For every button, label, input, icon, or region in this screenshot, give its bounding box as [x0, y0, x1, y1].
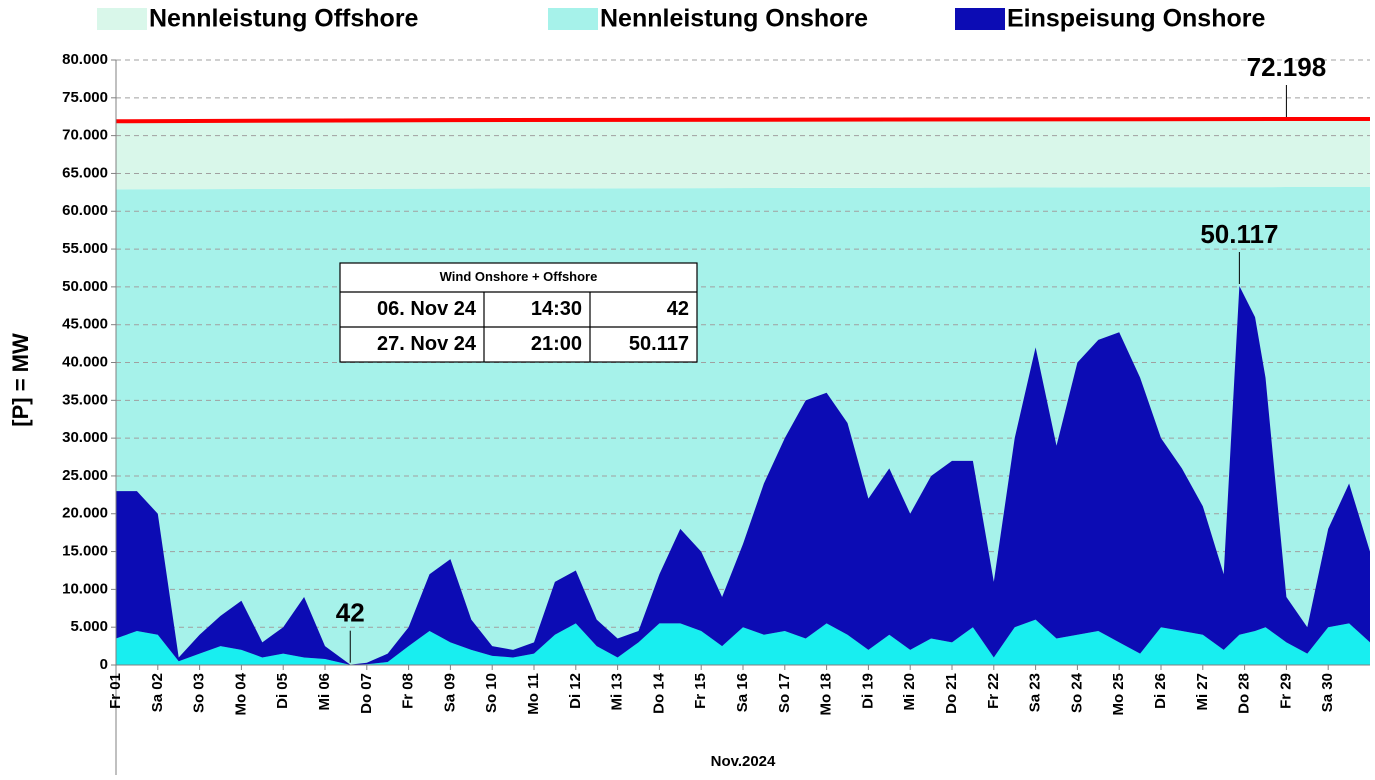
annotation-label: 72.198	[1247, 52, 1327, 82]
y-tick-label: 20.000	[62, 505, 108, 522]
x-tick-label: Sa 09	[441, 673, 458, 712]
x-tick-label: Do 14	[650, 672, 667, 714]
area	[116, 285, 1370, 665]
y-tick-label: 0	[100, 656, 108, 673]
x-tick-label: Fr 08	[400, 673, 417, 709]
x-tick-label: So 17	[776, 673, 793, 713]
x-tick-label: Di 26	[1152, 673, 1169, 709]
table-cell: 27. Nov 24	[377, 333, 477, 355]
x-tick-label: Mo 04	[232, 672, 249, 715]
x-tick-label: Sa 16	[734, 673, 751, 712]
y-tick-label: 70.000	[62, 127, 108, 144]
area	[116, 119, 1370, 190]
y-tick-label: 75.000	[62, 89, 108, 106]
x-tick-label: Do 21	[943, 673, 960, 714]
y-axis-title: [P] = MW	[8, 333, 33, 427]
x-tick-label: Fr 01	[107, 673, 124, 709]
legend-swatch	[548, 8, 598, 30]
y-tick-label: 50.000	[62, 278, 108, 295]
x-tick-label: Fr 29	[1277, 673, 1294, 709]
x-tick-label: Mi 06	[316, 673, 333, 711]
annotation-label: 50.117	[1200, 219, 1278, 249]
y-tick-label: 25.000	[62, 467, 108, 484]
y-tick-label: 5.000	[70, 618, 108, 635]
y-tick-label: 35.000	[62, 391, 108, 408]
y-tick-label: 10.000	[62, 580, 108, 597]
annotation-label: 42	[336, 598, 365, 628]
x-tick-label: Mi 20	[901, 673, 918, 711]
y-tick-label: 30.000	[62, 429, 108, 446]
x-tick-label: Di 19	[859, 673, 876, 709]
x-tick-label: Sa 23	[1027, 673, 1044, 712]
x-axis-title: Nov.2024	[711, 753, 776, 770]
x-tick-label: So 03	[191, 673, 208, 713]
x-tick-label: Do 07	[358, 673, 375, 714]
legend-label: Einspeisung Onshore	[1007, 5, 1265, 33]
table-box	[339, 262, 698, 363]
table-cell: 50.117	[629, 333, 689, 355]
y-tick-label: 55.000	[62, 240, 108, 257]
x-tick-label: Fr 22	[985, 673, 1002, 709]
legend-swatch	[97, 8, 147, 30]
legend-label: Nennleistung Onshore	[600, 5, 868, 33]
y-tick-label: 45.000	[62, 316, 108, 333]
table-title: Wind Onshore + Offshore	[440, 269, 598, 284]
table-cell: 42	[667, 298, 689, 320]
x-tick-label: So 10	[483, 673, 500, 713]
capacity-line	[115, 117, 1370, 124]
y-tick-label: 40.000	[62, 353, 108, 370]
x-tick-label: Mi 13	[609, 673, 626, 711]
x-tick-label: Mo 18	[818, 673, 835, 716]
x-tick-label: Fr 15	[692, 673, 709, 709]
legend-label: Nennleistung Offshore	[149, 5, 419, 33]
x-tick-label: Do 28	[1236, 673, 1253, 714]
y-tick-label: 65.000	[62, 164, 108, 181]
x-tick-label: Sa 02	[149, 673, 166, 712]
y-tick-label: 60.000	[62, 202, 108, 219]
table-cell: 21:00	[531, 333, 582, 355]
y-tick-label: 15.000	[62, 543, 108, 560]
x-tick-label: Mi 27	[1194, 673, 1211, 711]
table-cell: 14:30	[531, 298, 582, 320]
x-tick-label: Mo 25	[1110, 673, 1127, 716]
x-tick-label: Sa 30	[1319, 673, 1336, 712]
y-tick-label: 80.000	[62, 51, 108, 68]
x-tick-label: Di 12	[567, 673, 584, 709]
x-tick-label: So 24	[1068, 672, 1085, 713]
table-cell: 06. Nov 24	[377, 298, 477, 320]
legend-swatch	[955, 8, 1005, 30]
x-tick-label: Di 05	[274, 673, 291, 709]
x-tick-label: Mo 11	[525, 673, 542, 715]
